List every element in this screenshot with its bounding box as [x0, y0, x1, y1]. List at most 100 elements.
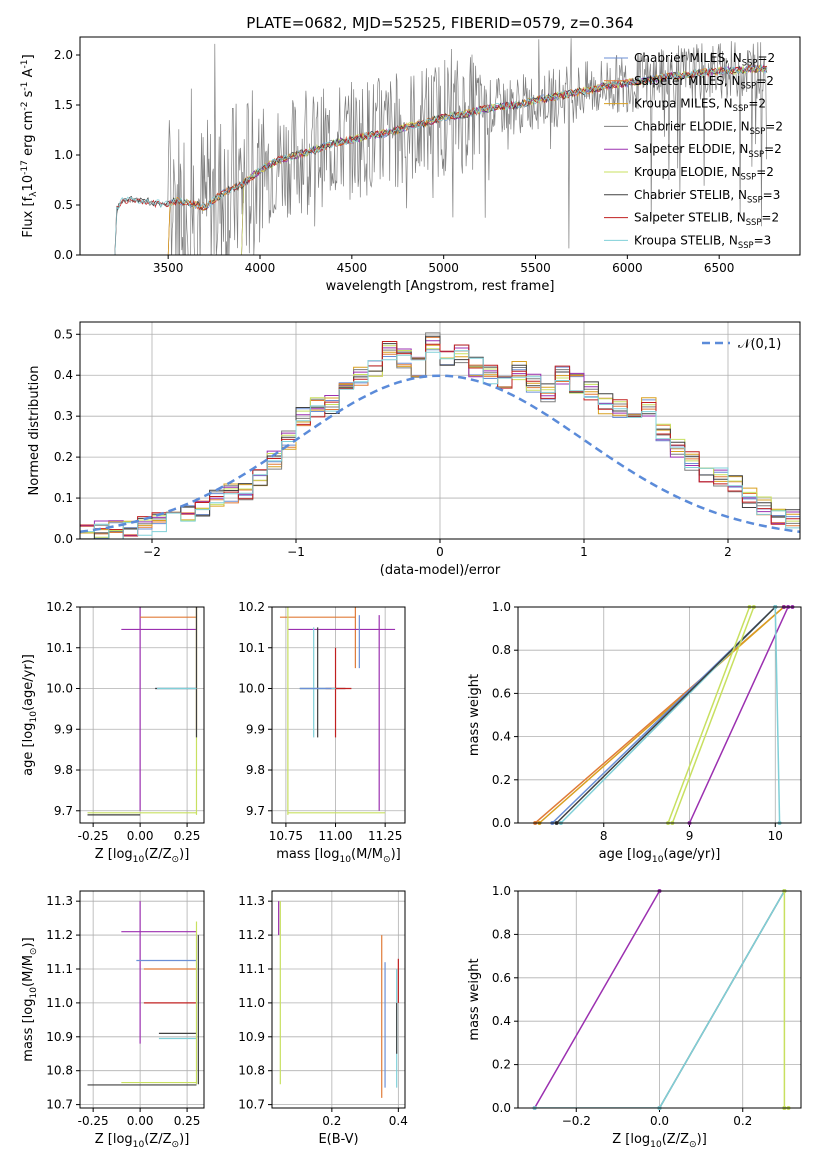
axes-frame — [271, 606, 406, 824]
y-tick-label: 1.0 — [492, 600, 511, 614]
y-tick-label: 11.0 — [238, 996, 265, 1010]
x-tick-label: 0.25 — [174, 829, 201, 843]
x-tick-label: −1 — [287, 545, 305, 559]
y-tick-label: 0.0 — [54, 532, 73, 546]
x-tick-label: 4000 — [245, 261, 276, 275]
x-tick-label: 5000 — [428, 261, 459, 275]
cumulative-line — [658, 891, 786, 1108]
cumulative-line — [671, 607, 755, 823]
cumulative-line — [688, 607, 789, 823]
model-spectrum-line — [241, 64, 767, 255]
y-tick-label: 2.0 — [54, 48, 73, 62]
model-spectrum-line — [241, 64, 768, 255]
axes-frame — [271, 890, 406, 1109]
axes-frame — [79, 321, 801, 540]
age-vs-mass-panel: 10.75 11.00 11.25 9.7 9.8 9.9 10.0 10.1 10.2 mass… — [238, 600, 406, 865]
y-tick-label: 11.3 — [238, 894, 265, 908]
y-tick-label: 10.7 — [46, 1098, 73, 1112]
y-tick-label: 1.0 — [492, 884, 511, 898]
x-tick-label: 5500 — [520, 261, 551, 275]
y-tick-label: 0.8 — [492, 643, 511, 657]
x-tick-label: 9 — [686, 829, 694, 843]
y-tick-label: 0.4 — [492, 1014, 511, 1028]
x-axis-label: E(B-V) — [318, 1132, 358, 1147]
cumulative-age-panel: 8 9 10 0.0 0.2 0.4 0.6 0.8 1.0 age [log10​(age/yr… — [467, 600, 802, 865]
x-tick-label: 0.00 — [127, 829, 154, 843]
y-tick-label: 0.4 — [492, 730, 511, 744]
y-axis-label: Normed distribution — [27, 366, 42, 496]
x-tick-label: 2 — [724, 545, 732, 559]
model-spectrum-line — [114, 64, 767, 255]
x-tick-label: 6000 — [612, 261, 643, 275]
y-tick-label: 10.8 — [238, 1064, 265, 1078]
legend-label: Chabrier ELODIE, NSSP​=2 — [634, 119, 783, 136]
y-tick-label: 10.1 — [238, 641, 265, 655]
normal-curve — [80, 374, 800, 534]
x-tick-label: 10 — [768, 829, 783, 843]
histogram-step — [80, 350, 800, 539]
y-axis-label: mass weight — [467, 674, 482, 756]
spectrum-panel: 3500 4000 4500 5000 5500 6000 6500 0.0 0.5 1.0 1.5… — [20, 36, 801, 294]
y-tick-label: 10.0 — [238, 682, 265, 696]
legend-label: Salpeter STELIB, NSSP​=2 — [634, 211, 779, 228]
y-tick-label: 0.0 — [492, 1101, 511, 1115]
x-tick-label: 11.00 — [318, 829, 352, 843]
y-tick-label: 10.9 — [238, 1030, 265, 1044]
axes-frame — [79, 36, 801, 256]
y-tick-label: 10.0 — [46, 682, 73, 696]
y-tick-label: 10.7 — [238, 1098, 265, 1112]
y-tick-label: 9.8 — [54, 763, 73, 777]
y-axis-label: mass weight — [467, 958, 482, 1040]
mass-vs-extinction-panel: 0.2 0.4 10.7 10.8 10.9 11.0 11.1 11.2 11.3 E(B-V) — [238, 890, 408, 1147]
x-tick-label: -0.25 — [78, 829, 109, 843]
chart-title: PLATE=0682, MJD=52525, FIBERID=0579, z=0… — [246, 14, 633, 32]
y-tick-label: 10.2 — [46, 600, 73, 614]
cumulative-line — [538, 607, 785, 823]
axes-frame — [517, 890, 802, 1109]
y-tick-label: 0.4 — [54, 368, 73, 382]
y-tick-label: 0.8 — [492, 927, 511, 941]
y-tick-label: 0.5 — [54, 198, 73, 212]
y-tick-label: 9.9 — [246, 722, 265, 736]
x-axis-label: Z [log10​(Z/Z⊙​)] — [612, 1132, 707, 1150]
y-tick-label: 0.0 — [492, 816, 511, 830]
model-spectrum-line — [114, 64, 768, 255]
x-axis-label: mass [log10​(M/M⊙​)] — [276, 847, 400, 865]
x-tick-label: 4500 — [337, 261, 368, 275]
x-tick-label: 3500 — [153, 261, 184, 275]
y-tick-label: 0.1 — [54, 491, 73, 505]
age-vs-metallicity-panel: -0.25 0.00 0.25 9.7 9.8 9.9 10.0 10.1 10.2 Z [log… — [21, 600, 205, 865]
cumulative-line — [533, 891, 661, 1108]
axes-frame — [79, 606, 205, 824]
y-tick-label: 0.2 — [492, 1058, 511, 1072]
axes-frame — [79, 890, 205, 1109]
y-tick-label: 0.2 — [54, 450, 73, 464]
y-tick-label: 0.6 — [492, 686, 511, 700]
x-tick-label: 0 — [436, 545, 444, 559]
y-tick-label: 10.9 — [46, 1030, 73, 1044]
x-tick-label: 0.4 — [389, 1114, 408, 1128]
y-tick-label: 0.3 — [54, 409, 73, 423]
y-tick-label: 10.2 — [238, 600, 265, 614]
y-tick-label: 0.5 — [54, 327, 73, 341]
y-tick-label: 11.1 — [46, 962, 73, 976]
histogram-step — [80, 341, 800, 537]
y-tick-label: 1.5 — [54, 98, 73, 112]
mass-vs-metallicity-panel: -0.25 0.00 0.25 10.7 10.8 10.9 11.0 11.1 11.2 11.… — [21, 890, 205, 1150]
x-tick-label: 0.25 — [174, 1114, 201, 1128]
x-tick-label: 0.2 — [733, 1114, 752, 1128]
y-tick-label: 9.7 — [54, 804, 73, 818]
x-tick-label: 0.2 — [322, 1114, 341, 1128]
legend-label: Salpeter ELODIE, NSSP​=2 — [634, 142, 782, 159]
y-axis-label: Flux [fλ​10-17​ erg cm-2​ s-1​ A-1​] — [20, 54, 39, 237]
y-tick-label: 11.2 — [46, 928, 73, 942]
y-tick-label: 9.8 — [246, 763, 265, 777]
legend-label: Kroupa STELIB, NSSP​=3 — [634, 233, 771, 250]
x-tick-label: 10.75 — [269, 829, 303, 843]
legend-label: Chabrier STELIB, NSSP​=3 — [634, 188, 780, 205]
x-axis-label: age [log10​(age/yr)] — [599, 847, 721, 865]
y-tick-label: 0.2 — [492, 773, 511, 787]
y-tick-label: 9.7 — [246, 804, 265, 818]
legend-label: Salpeter MILES, NSSP​=2 — [634, 74, 774, 91]
y-axis-label: mass [log10​(M/M⊙​)] — [21, 937, 39, 1061]
